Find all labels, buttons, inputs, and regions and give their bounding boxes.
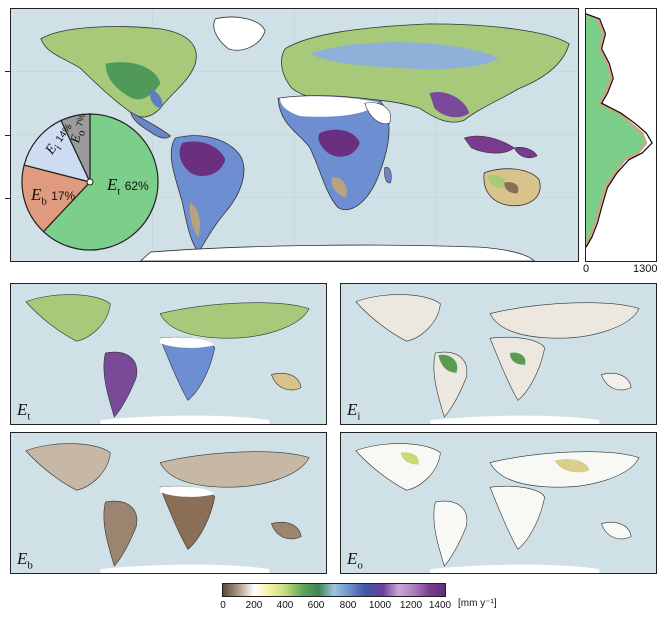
colorbar-tick: 800: [339, 600, 357, 611]
colorbar-tick: 200: [245, 600, 263, 611]
lat-tick: [5, 198, 10, 199]
pie-slice-ei: [23, 119, 92, 183]
colorbar-tick: 1400: [428, 600, 452, 611]
colorbar-tick: 0: [220, 600, 226, 611]
pie-label-eb: Eb 17%: [31, 185, 76, 208]
world-map-transpiration: [25, 294, 310, 424]
main-map-panel: Et 62% Eb 17% Ei 14% Eo 7%: [10, 8, 579, 262]
lat-tick: [5, 135, 10, 136]
colorbar-tick: 600: [307, 600, 325, 611]
pie-slice-eo: [60, 113, 91, 183]
map-panel-eb: Eb: [10, 432, 327, 574]
profile-xmin-label: 0: [583, 263, 590, 275]
latitude-profile-panel: [585, 8, 657, 262]
colorbar-tick: 400: [276, 600, 294, 611]
map-panel-et: Et: [10, 283, 327, 425]
world-map-interception: [355, 294, 640, 424]
pie-center-dot: [86, 178, 94, 186]
panel-label-eb: Eb: [17, 549, 33, 572]
map-panel-eo: Eo: [340, 432, 657, 574]
latitude-profile-chart: [586, 13, 653, 248]
colorbar-unit: [mm y⁻¹]: [458, 598, 497, 609]
map-panel-ei: Ei: [340, 283, 657, 425]
lat-tick: [5, 71, 10, 72]
panel-label-ei: Ei: [347, 400, 361, 423]
colorbar: [222, 583, 446, 597]
pie-slice-eb: [21, 164, 92, 233]
profile-xmax-label: 1300: [633, 263, 658, 275]
world-map-bare-soil: [25, 443, 310, 573]
pie-label-et: Et 62%: [107, 175, 149, 198]
world-map-total-evaporation: [11, 9, 578, 261]
world-map-open-water: [355, 443, 640, 573]
share-pie-chart: [21, 113, 159, 251]
panel-label-eo: Eo: [347, 549, 363, 572]
panel-label-et: Et: [17, 400, 31, 423]
colorbar-tick: 1000: [368, 600, 392, 611]
pie-slice-et: [42, 113, 159, 251]
colorbar-tick: 1200: [399, 600, 423, 611]
